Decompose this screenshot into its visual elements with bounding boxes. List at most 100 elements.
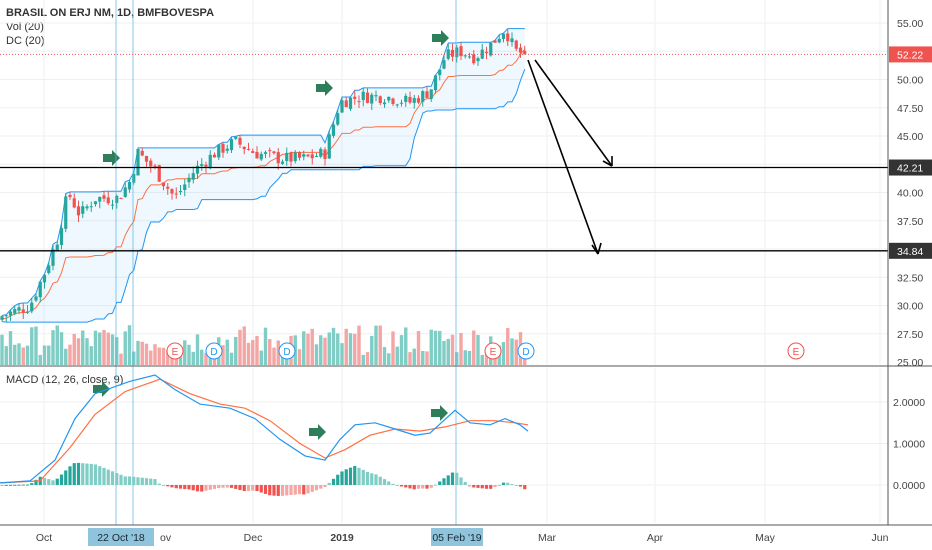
macd-histogram-bar bbox=[484, 485, 489, 489]
volume-bar bbox=[225, 339, 229, 365]
volume-bar bbox=[387, 353, 391, 365]
macd-histogram-bar bbox=[518, 485, 523, 487]
macd-signal-line bbox=[0, 378, 529, 484]
dividend-marker bbox=[278, 342, 296, 360]
macd-histogram-bar bbox=[497, 484, 501, 486]
macd-histogram-bar bbox=[467, 485, 472, 487]
candle-body bbox=[361, 91, 365, 101]
level-tag bbox=[889, 159, 932, 176]
candle-body bbox=[276, 152, 280, 164]
candle-body bbox=[319, 148, 323, 157]
volume-bar bbox=[353, 333, 357, 365]
macd-histogram-bar bbox=[268, 485, 272, 496]
earnings-marker bbox=[166, 342, 184, 360]
volume-bar bbox=[433, 330, 438, 365]
candle-body bbox=[191, 173, 195, 180]
volume-bar bbox=[480, 354, 484, 365]
macd-histogram-bar bbox=[323, 485, 327, 488]
macd-histogram-bar bbox=[463, 481, 467, 485]
macd-histogram-bar bbox=[93, 464, 98, 485]
projection-arrow bbox=[597, 242, 602, 255]
candle-body bbox=[327, 134, 331, 159]
candle-body bbox=[38, 281, 42, 298]
candle-body bbox=[140, 150, 144, 156]
time-label: Jun bbox=[872, 532, 889, 544]
volume-bar bbox=[506, 327, 510, 365]
candle-body bbox=[149, 160, 153, 167]
macd-histogram-bar bbox=[314, 485, 319, 491]
macd-histogram-bar bbox=[136, 477, 140, 485]
volume-bar bbox=[42, 345, 47, 365]
macd-histogram-bar bbox=[191, 485, 195, 491]
crosshair-time-label: 22 Oct '18 bbox=[97, 532, 145, 544]
candle-body bbox=[306, 154, 310, 157]
price-tick-label: 40.00 bbox=[897, 188, 923, 200]
earnings-marker bbox=[787, 342, 805, 360]
volume-bar bbox=[395, 346, 399, 365]
macd-histogram-bar bbox=[208, 485, 212, 490]
volume-bar bbox=[76, 338, 81, 365]
candle-body bbox=[510, 38, 514, 43]
volume-bar bbox=[276, 340, 280, 365]
volume-bar bbox=[238, 329, 242, 365]
macd-histogram-bar bbox=[251, 485, 255, 491]
macd-histogram-bar bbox=[331, 478, 336, 485]
macd-histogram-bar bbox=[459, 477, 463, 485]
candle-body bbox=[102, 195, 106, 199]
volume-bar bbox=[357, 325, 361, 365]
macd-histogram-bar bbox=[442, 478, 446, 485]
volume-bar bbox=[153, 344, 157, 365]
grid bbox=[0, 0, 888, 523]
macd-histogram-bar bbox=[438, 481, 442, 485]
macd-histogram-bar bbox=[344, 469, 348, 485]
macd-histogram-bar bbox=[153, 479, 157, 485]
volume-bar bbox=[30, 327, 34, 365]
candle-body bbox=[246, 148, 251, 150]
candle-body bbox=[178, 190, 183, 193]
volume-bar bbox=[391, 331, 395, 365]
candle-body bbox=[64, 196, 68, 229]
price-tick-label: 37.50 bbox=[897, 216, 923, 228]
volume-bar bbox=[314, 344, 319, 365]
candle-body bbox=[395, 104, 399, 106]
macd-histogram-bar bbox=[272, 485, 276, 496]
candle-body bbox=[463, 55, 467, 57]
time-label: Apr bbox=[647, 532, 664, 544]
macd-histogram-bar bbox=[149, 478, 153, 485]
candle-body bbox=[183, 184, 187, 191]
candle-body bbox=[72, 198, 76, 208]
macd-histogram-bar bbox=[404, 485, 408, 488]
earnings-label: E bbox=[172, 347, 179, 358]
candle-body bbox=[399, 102, 404, 104]
macd-histogram-bar bbox=[72, 463, 76, 485]
candle-body bbox=[136, 149, 140, 176]
candle-body bbox=[514, 40, 518, 49]
macd-histogram-bar bbox=[47, 479, 51, 485]
macd-histogram-bar bbox=[280, 485, 285, 496]
volume-bar bbox=[425, 351, 429, 365]
macd-histogram-bar bbox=[55, 478, 59, 485]
candle-body bbox=[8, 311, 13, 316]
volume-bar bbox=[25, 345, 30, 365]
macd-histogram-bar bbox=[357, 467, 361, 485]
dividend-label: D bbox=[522, 347, 529, 358]
volume-bar bbox=[472, 330, 476, 365]
macd-histogram-bar bbox=[493, 485, 497, 488]
arrow-marker bbox=[316, 80, 333, 96]
candle-body bbox=[174, 193, 178, 195]
volume-bar bbox=[102, 329, 106, 365]
candle-body bbox=[374, 95, 378, 97]
macd-histogram-bar bbox=[157, 483, 161, 485]
candle-body bbox=[259, 153, 263, 160]
volume-bar bbox=[297, 349, 302, 365]
level-label: 42.21 bbox=[897, 163, 923, 175]
candle-body bbox=[153, 165, 157, 167]
projection-arrow bbox=[527, 59, 599, 255]
macd-histogram-bar bbox=[399, 485, 404, 487]
arrow-marker bbox=[432, 30, 449, 46]
macd-histogram-bar bbox=[238, 485, 242, 490]
macd-histogram-bar bbox=[42, 477, 47, 485]
macd-histogram-bar bbox=[221, 485, 225, 488]
candle-body bbox=[370, 94, 374, 104]
